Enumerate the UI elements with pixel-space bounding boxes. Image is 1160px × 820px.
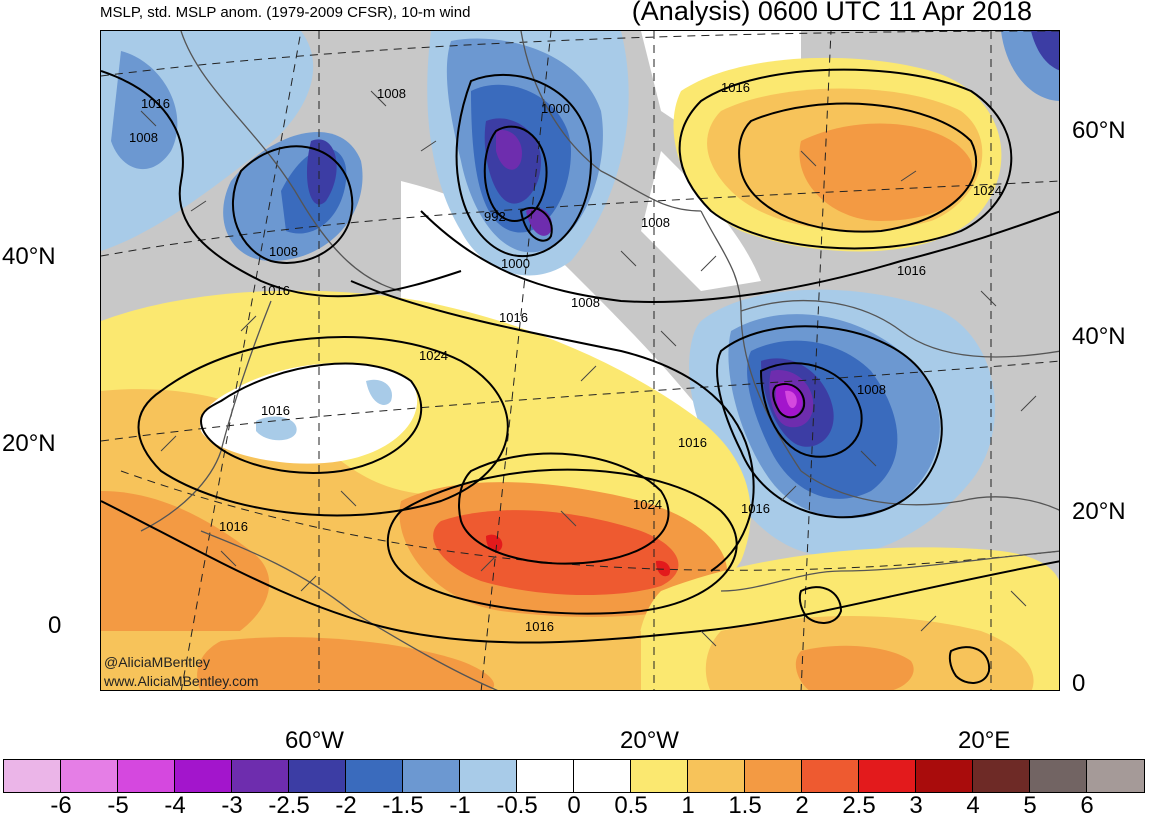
- lat-label-left: 20°N: [2, 430, 56, 457]
- watermark-site: www.AliciaMBentley.com: [104, 673, 259, 689]
- colorbar-tick-label: -3: [221, 792, 243, 819]
- colorbar-swatch: [460, 760, 517, 792]
- isobar-label: 1016: [897, 263, 926, 278]
- colorbar-tick-label: 3: [909, 792, 923, 819]
- lat-label-right: 20°N: [1072, 498, 1126, 525]
- isobar-label: 1016: [141, 96, 170, 111]
- colorbar-swatch: [403, 760, 460, 792]
- lon-label: 20°E: [958, 727, 1011, 754]
- negative-anomaly-region: [111, 51, 178, 170]
- colorbar-tick-label: -4: [164, 792, 186, 819]
- colorbar-tick-label: -2.5: [268, 792, 310, 819]
- isobar-label: 1016: [525, 619, 554, 634]
- map-svg: 1016 1008 1008 1000 992 1000 1008 1016 1…: [101, 31, 1059, 690]
- wind-barbs: [140, 90, 1037, 647]
- positive-anomaly-region: [486, 534, 503, 553]
- positive-anomaly-region: [656, 560, 671, 577]
- isobar-label: 1016: [678, 435, 707, 450]
- colorbar-swatch: [346, 760, 403, 792]
- isobar-label: 992: [484, 209, 506, 224]
- map-panel: 1016 1008 1008 1000 992 1000 1008 1016 1…: [100, 30, 1060, 691]
- colorbar-tick-label: 2.5: [842, 792, 876, 819]
- negative-anomaly-region: [496, 130, 522, 170]
- colorbar-swatch: [802, 760, 859, 792]
- chart-title-right: (Analysis) 0600 UTC 11 Apr 2018: [631, 0, 1032, 26]
- colorbar-swatch: [574, 760, 631, 792]
- negative-anomaly-region: [366, 379, 392, 405]
- colorbar-swatch: [973, 760, 1030, 792]
- isobar-label: 1008: [269, 244, 298, 259]
- isobar-label: 1008: [571, 295, 600, 310]
- colorbar-swatch: [631, 760, 688, 792]
- colorbar-swatch: [4, 760, 61, 792]
- isobar-label: 1024: [633, 497, 662, 512]
- isobar-label: 1008: [129, 130, 158, 145]
- positive-anomaly-region: [433, 510, 679, 596]
- colorbar-swatch: [118, 760, 175, 792]
- isobar-label: 1000: [541, 101, 570, 116]
- colorbar-tick-label: 5: [1023, 792, 1037, 819]
- colorbar-swatch: [61, 760, 118, 792]
- colorbar-swatch: [1030, 760, 1087, 792]
- positive-anomaly-region: [101, 491, 270, 659]
- isobar-label: 1016: [741, 501, 770, 516]
- colorbar-swatch: [688, 760, 745, 792]
- neutral-anomaly-region: [200, 362, 418, 464]
- colorbar-tick-label: 0.5: [614, 792, 648, 819]
- positive-anomaly-region: [795, 645, 914, 690]
- colorbar-swatch: [175, 760, 232, 792]
- colorbar-swatch: [232, 760, 289, 792]
- isobar-label: 1000: [501, 256, 530, 271]
- positive-anomaly-region: [197, 637, 495, 690]
- colorbar-swatch: [859, 760, 916, 792]
- colorbar-tick-label: -2: [335, 792, 357, 819]
- isobar-label: 1016: [499, 310, 528, 325]
- isobar-label: 1016: [721, 80, 750, 95]
- colorbar-swatch: [745, 760, 802, 792]
- lat-label-left: 0: [48, 612, 62, 639]
- neutral-anomaly-region: [641, 151, 761, 291]
- lat-label-left: 40°N: [2, 243, 56, 270]
- colorbar-tick-label: -6: [50, 792, 72, 819]
- colorbar: [3, 759, 1145, 793]
- isobar-label: 1024: [973, 183, 1002, 198]
- isobar-label: 1016: [261, 403, 290, 418]
- negative-anomaly-region: [256, 416, 297, 441]
- isobar-label: 1008: [377, 86, 406, 101]
- negative-anomaly-region: [1031, 31, 1059, 71]
- isobar-label: 1008: [641, 215, 670, 230]
- colorbar-tick-label: 0: [567, 792, 581, 819]
- colorbar-tick-label: -5: [107, 792, 129, 819]
- watermark-handle: @AliciaMBentley: [104, 654, 211, 670]
- positive-anomaly-region: [799, 123, 973, 221]
- colorbar-tick-label: 4: [966, 792, 980, 819]
- negative-anomaly-region: [785, 390, 797, 409]
- isobar-labels: 1016 1008 1008 1000 992 1000 1008 1016 1…: [129, 80, 1002, 634]
- chart-title-left: MSLP, std. MSLP anom. (1979-2009 CFSR), …: [100, 4, 471, 21]
- colorbar-tick-label: -1.5: [382, 792, 424, 819]
- isobar-label: 1008: [857, 382, 886, 397]
- colorbar-tick-label: 2: [795, 792, 809, 819]
- lon-label: 20°W: [620, 727, 679, 754]
- isobar-label: 1024: [419, 348, 448, 363]
- colorbar-tick-label: -1: [449, 792, 471, 819]
- colorbar-swatch: [289, 760, 346, 792]
- colorbar-swatch: [916, 760, 973, 792]
- isobar-label: 1016: [219, 519, 248, 534]
- colorbar-swatch: [517, 760, 574, 792]
- colorbar-tick-label: -0.5: [496, 792, 538, 819]
- isobars: [101, 68, 1059, 684]
- colorbar-swatch: [1087, 760, 1144, 792]
- lat-label-right: 60°N: [1072, 117, 1126, 144]
- isobar-label: 1016: [261, 283, 290, 298]
- colorbar-tick-label: 6: [1080, 792, 1094, 819]
- lat-label-right: 0: [1072, 670, 1086, 697]
- lat-label-right: 40°N: [1072, 323, 1126, 350]
- coastlines: [140, 31, 1059, 690]
- colorbar-tick-label: 1.5: [728, 792, 762, 819]
- colorbar-tick-label: 1: [681, 792, 695, 819]
- lon-label: 60°W: [285, 727, 344, 754]
